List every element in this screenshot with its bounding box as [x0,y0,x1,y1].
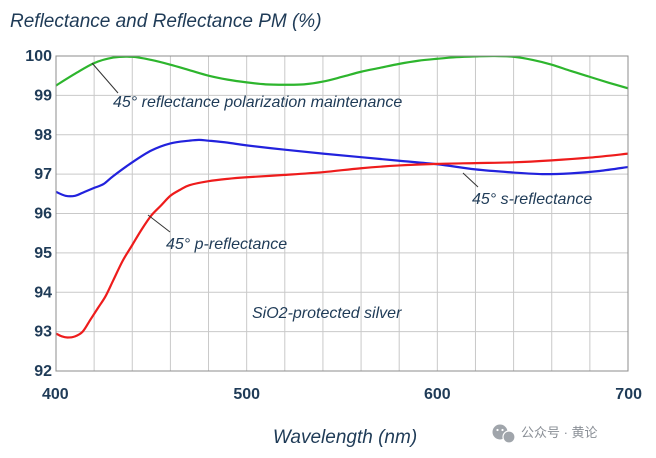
y-tick-label: 99 [34,87,52,104]
y-tick-label: 95 [34,245,52,262]
watermark: 公众号 · 黄论 [492,424,598,444]
annotation-s: 45° s-reflectance [472,191,592,208]
annotation-material: SiO2-protected silver [252,305,402,322]
x-tick-label: 500 [233,386,260,403]
series-line-1 [56,138,628,198]
series-lines [56,56,628,339]
annotation-pm: 45° reflectance polarization maintenance [113,94,402,111]
annotation-p: 45° p-reflectance [166,236,287,253]
plot-frame [55,55,629,372]
y-tick-label: 96 [34,206,52,223]
x-tick-label: 700 [615,386,642,403]
y-tick-label: 92 [34,363,52,380]
leader-line-s [462,172,479,188]
grid [56,55,628,372]
y-tick-label: 93 [34,324,52,341]
series-line-2 [56,152,628,339]
y-tick-label: 98 [34,127,52,144]
series-line-0 [56,56,628,90]
leader-line-pm [91,62,119,94]
y-tick-label: 94 [34,284,52,301]
x-axis-label: Wavelength (nm) [273,427,417,448]
y-tick-label: 97 [34,166,52,183]
chart-title: Reflectance and Reflectance PM (%) [10,11,322,32]
leader-line-p [147,214,171,233]
watermark-text: 公众号 · 黄论 [521,425,598,440]
y-tick-label: 100 [25,48,52,65]
x-tick-label: 600 [424,386,451,403]
x-tick-label: 400 [42,386,69,403]
wechat-icon [492,424,516,444]
axis-ticks: 92 93 94 95 96 97 98 99 100 400 500 600 700 [25,48,642,403]
